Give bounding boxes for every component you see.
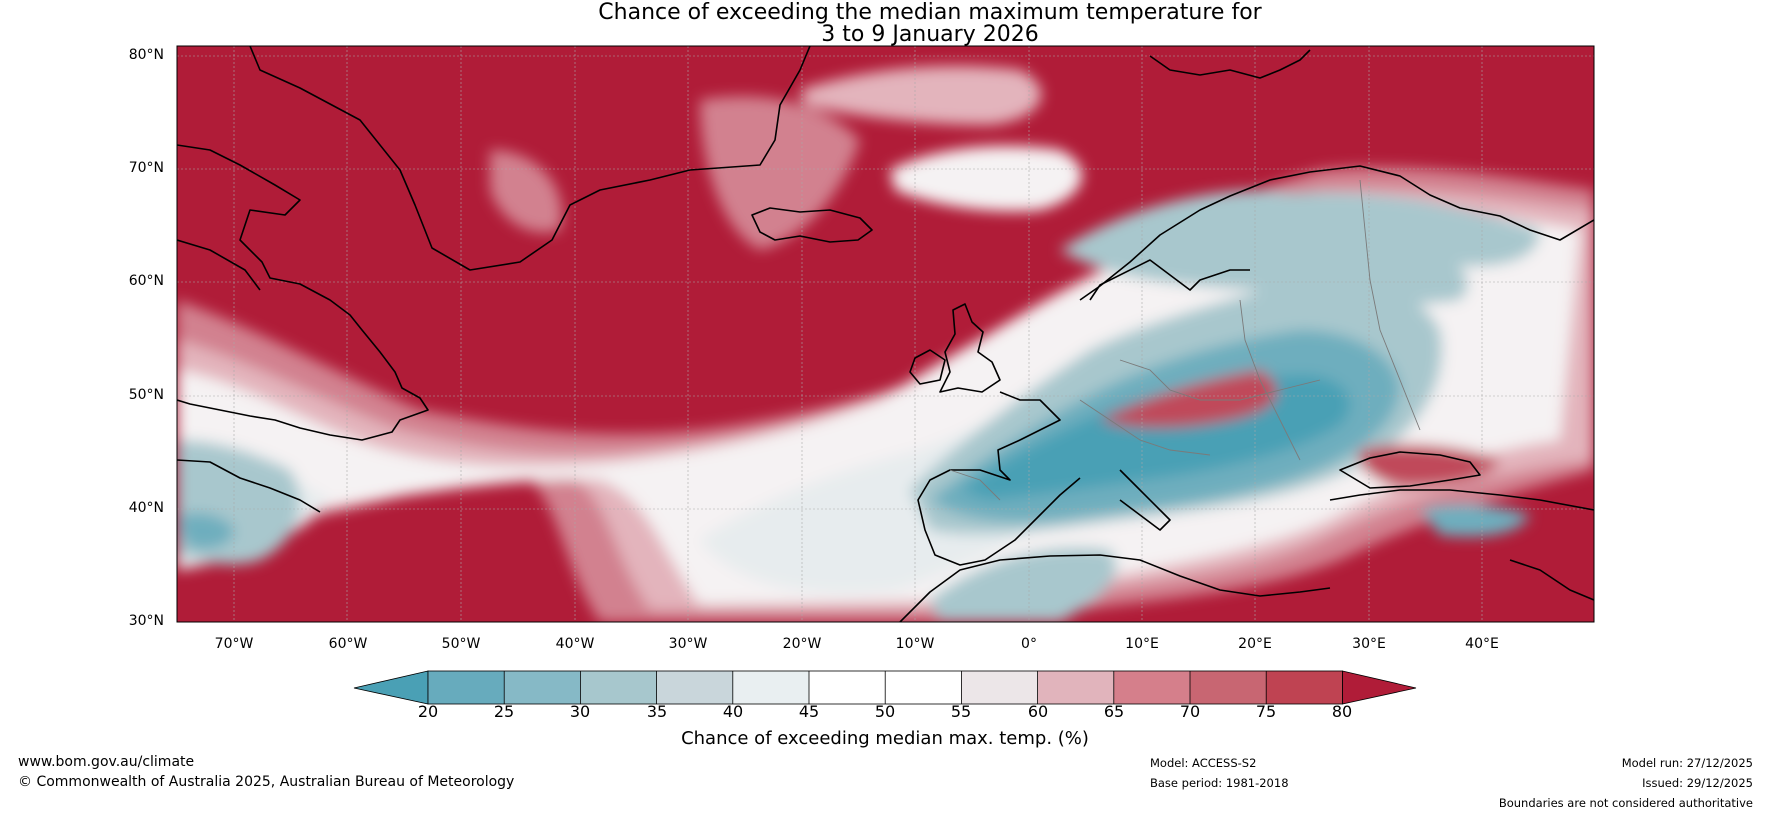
lon-label-20w: 20°W [782,636,822,652]
lat-label-60n: 60°N [128,273,164,289]
map-area [177,46,1594,622]
scandinavia-coastline [1089,259,1250,301]
colorbar-dividers [503,671,1267,704]
europe-west-coastline [917,391,1081,566]
svalbard-coastline [1149,49,1311,79]
colorbar-bin [885,671,962,704]
colorbar-tick-30: 30 [569,702,591,721]
warm-field-light [800,66,1042,125]
cool-field-light [1250,192,1540,267]
footer-model-run: Model run: 27/12/2025 [1621,756,1753,770]
canada-arctic-coastline [177,239,261,291]
footer-disclaimer: Boundaries are not considered authoritat… [1498,796,1753,810]
chart-title-line2: 3 to 9 January 2026 [821,22,1039,47]
colorbar-bin [1190,671,1267,704]
probability-field [177,66,1594,622]
colorbar-tick-60: 60 [1027,702,1049,721]
colorbar-bin [656,671,733,704]
lat-label-80n: 80°N [128,47,164,63]
lat-label-70n: 70°N [128,160,164,176]
north-america-coastline [177,459,321,513]
country-borders [949,179,1421,501]
cool-field-mid [179,513,235,550]
colorbar-tick-70: 70 [1179,702,1201,721]
colorbar [353,670,1417,705]
colorbar-tick-50: 50 [874,702,896,721]
neutral-field [890,146,1082,212]
map-frame [176,45,1595,623]
lat-label-50n: 50°N [128,387,164,403]
colorbar-bin [504,671,581,704]
europe-mainland-coastline [1079,165,1594,301]
cool-field-mid [1420,504,1530,537]
colorbar-bin [961,671,1038,704]
north-america-coastline [177,144,429,441]
footer-issued: Issued: 29/12/2025 [1642,776,1753,790]
greenland-coastline [249,46,811,271]
chart-title-line1: Chance of exceeding the median maximum t… [598,0,1262,25]
lon-label-0: 0° [1021,636,1037,652]
colorbar-tick-75: 75 [1255,702,1277,721]
footer-copyright: © Commonwealth of Australia 2025, Austra… [18,774,515,790]
colorbar-tick-35: 35 [646,702,668,721]
colorbar-bin [1266,671,1343,704]
italy-coastline [1119,469,1171,531]
lon-label-10w: 10°W [895,636,935,652]
lon-label-30w: 30°W [668,636,708,652]
colorbar-tick-25: 25 [493,702,515,721]
colorbar-bin [428,671,505,704]
colorbar-tick-20: 20 [417,702,439,721]
colorbar-lower-extension [353,670,429,705]
colorbar-bin [809,671,886,704]
graticule [177,46,1594,622]
footer-base-period: Base period: 1981-2018 [1150,776,1289,790]
lon-label-40e: 40°E [1465,636,1499,652]
middle-east-coastline [1509,559,1594,601]
colorbar-bin [732,671,809,704]
lat-label-40n: 40°N [128,500,164,516]
colorbar-bin [1113,671,1190,704]
lat-label-30n: 30°N [128,613,164,629]
lon-label-30e: 30°E [1352,636,1386,652]
lon-label-60w: 60°W [328,636,368,652]
cool-field-light [930,547,1117,622]
footer-model: Model: ACCESS-S2 [1150,756,1257,770]
ireland-coastline [909,349,946,385]
footer-url: www.bom.gov.au/climate [18,754,195,770]
lon-label-70w: 70°W [214,636,254,652]
colorbar-label: Chance of exceeding median max. temp. (%… [681,728,1089,749]
lon-label-10e: 10°E [1125,636,1159,652]
turkey-coastline [1329,489,1594,511]
colorbar-tick-65: 65 [1103,702,1125,721]
colorbar-bin [580,671,657,704]
colorbar-tick-45: 45 [798,702,820,721]
colorbar-tick-55: 55 [950,702,972,721]
north-africa-coastline [899,554,1331,622]
warm-field-mid [490,150,562,233]
colorbar-bin [1037,671,1114,704]
lon-label-20e: 20°E [1238,636,1272,652]
lon-label-50w: 50°W [441,636,481,652]
lon-label-40w: 40°W [555,636,595,652]
britain-coastline [939,303,1001,393]
warm-field-strong [1358,444,1500,487]
colorbar-tick-80: 80 [1331,702,1353,721]
colorbar-upper-extension [1342,670,1417,705]
warm-field-strong [1100,370,1277,428]
coastlines [177,46,1594,622]
warm-field-mid [700,96,860,250]
iceland-coastline [751,207,873,243]
colorbar-tick-40: 40 [722,702,744,721]
black-sea-coastline [1339,451,1481,489]
